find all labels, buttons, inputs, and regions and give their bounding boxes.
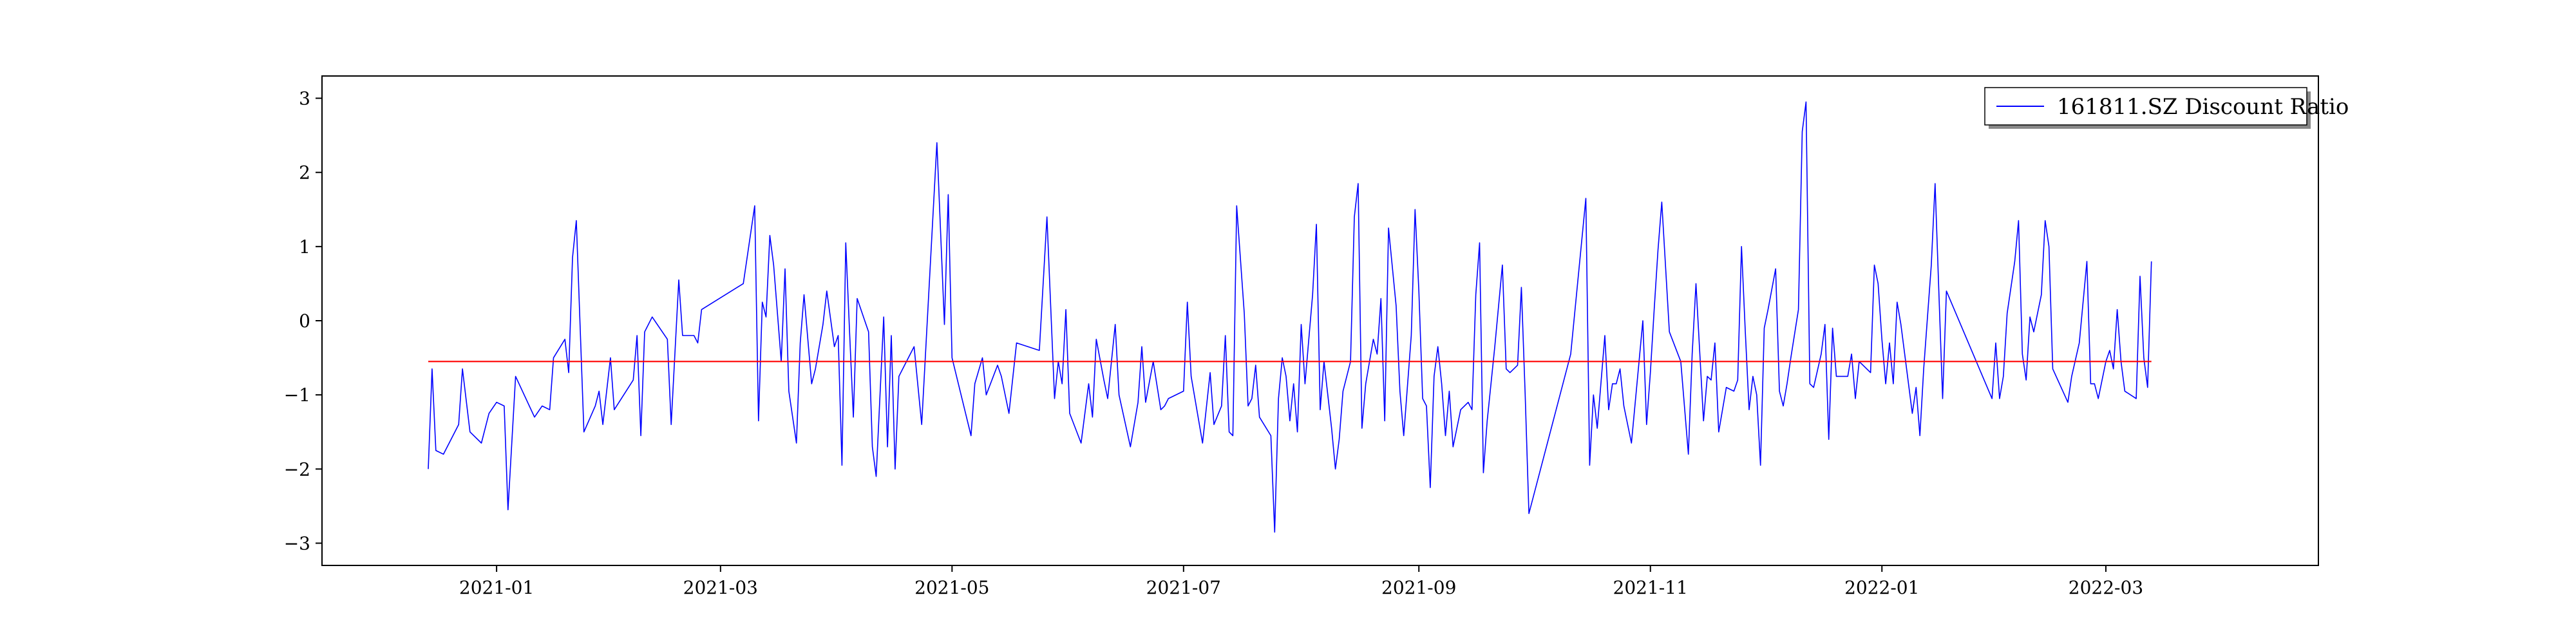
y-tick-label: −3 (284, 533, 310, 554)
y-tick-label: −1 (284, 384, 310, 406)
y-tick-label: 2 (299, 162, 310, 184)
x-tick-label: 2022-03 (2069, 577, 2143, 598)
series-layer (428, 101, 2152, 533)
y-tick-label: 1 (299, 236, 310, 258)
y-tick-label: 3 (299, 88, 310, 109)
legend-label-discount-ratio: 161811.SZ Discount Ratio (2057, 94, 2349, 120)
x-axis: 2021-01 2021-03 2021-05 2021-07 2021-09 2021-… (459, 565, 2143, 598)
x-tick-label: 2021-05 (914, 577, 989, 598)
x-tick-label: 2021-07 (1146, 577, 1221, 598)
x-tick-label: 2021-01 (459, 577, 534, 598)
x-tick-label: 2021-11 (1613, 577, 1688, 598)
y-tick-label: −2 (284, 459, 310, 480)
y-tick-label: 0 (299, 310, 310, 332)
series-line-discount-ratio (428, 101, 2152, 533)
y-axis: −3 −2 −1 0 1 2 3 (284, 88, 322, 554)
x-tick-label: 2021-09 (1381, 577, 1456, 598)
x-tick-label: 2021-03 (683, 577, 758, 598)
legend: 161811.SZ Discount Ratio (1984, 87, 2349, 129)
x-tick-label: 2022-01 (1844, 577, 1919, 598)
